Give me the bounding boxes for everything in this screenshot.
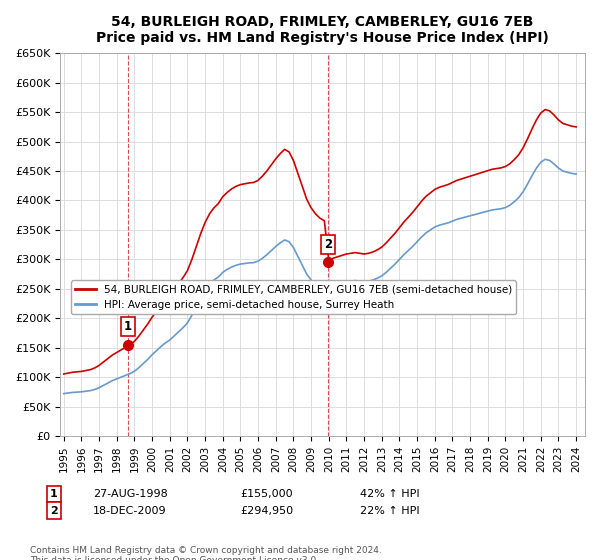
Text: £155,000: £155,000 — [240, 489, 293, 499]
Text: 1: 1 — [124, 320, 133, 333]
Text: 2: 2 — [50, 506, 58, 516]
Text: 27-AUG-1998: 27-AUG-1998 — [93, 489, 168, 499]
Text: 18-DEC-2009: 18-DEC-2009 — [93, 506, 167, 516]
Text: £294,950: £294,950 — [240, 506, 293, 516]
Text: 42% ↑ HPI: 42% ↑ HPI — [360, 489, 419, 499]
Text: 2: 2 — [324, 237, 332, 250]
Title: 54, BURLEIGH ROAD, FRIMLEY, CAMBERLEY, GU16 7EB
Price paid vs. HM Land Registry': 54, BURLEIGH ROAD, FRIMLEY, CAMBERLEY, G… — [96, 15, 549, 45]
Text: 1: 1 — [50, 489, 58, 499]
Text: 22% ↑ HPI: 22% ↑ HPI — [360, 506, 419, 516]
Legend: 54, BURLEIGH ROAD, FRIMLEY, CAMBERLEY, GU16 7EB (semi-detached house), HPI: Aver: 54, BURLEIGH ROAD, FRIMLEY, CAMBERLEY, G… — [71, 281, 517, 314]
Text: Contains HM Land Registry data © Crown copyright and database right 2024.
This d: Contains HM Land Registry data © Crown c… — [30, 546, 382, 560]
